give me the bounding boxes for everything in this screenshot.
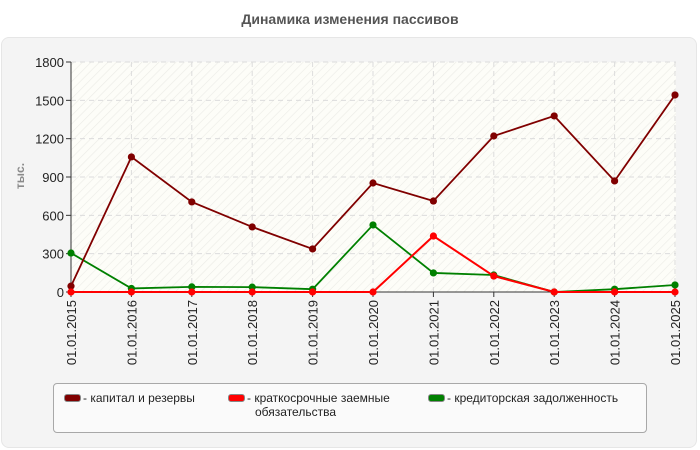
data-point[interactable] [309, 245, 317, 253]
data-point[interactable] [490, 272, 498, 280]
y-axis-label: тыс. [13, 163, 27, 189]
y-tick-label: 900 [42, 170, 64, 185]
x-tick-label: 01.01.2017 [185, 300, 200, 365]
data-point[interactable] [671, 288, 679, 296]
series-0 [67, 91, 679, 290]
data-point[interactable] [550, 288, 558, 296]
series-lines [67, 91, 679, 296]
legend-label: - капитал и резервы [83, 391, 195, 405]
x-tick-label: 01.01.2021 [426, 300, 441, 365]
data-point[interactable] [127, 153, 135, 161]
legend-swatch-icon [228, 394, 245, 402]
data-point[interactable] [67, 282, 75, 290]
data-point[interactable] [369, 288, 377, 296]
legend-swatch-icon [64, 394, 81, 402]
legend-label: - кредиторская задолженность [447, 391, 619, 405]
series-1 [67, 232, 679, 296]
x-tick-label: 01.01.2018 [245, 300, 260, 365]
x-tick-label: 01.01.2020 [366, 300, 381, 365]
x-tick-label: 01.01.2024 [608, 300, 623, 365]
data-point[interactable] [490, 132, 498, 140]
data-point[interactable] [369, 179, 377, 187]
chart-legend: - капитал и резервы - краткосрочные заем… [53, 383, 647, 433]
data-point[interactable] [611, 177, 619, 185]
data-point[interactable] [429, 232, 437, 240]
y-tick-label: 300 [42, 247, 64, 262]
data-point[interactable] [309, 288, 317, 296]
data-point[interactable] [67, 288, 75, 296]
x-tick-label: 01.01.2022 [487, 300, 502, 365]
data-point[interactable] [188, 288, 196, 296]
data-point[interactable] [429, 197, 437, 205]
legend-swatch-icon [428, 394, 445, 402]
chart-title: Динамика изменения пассивов [241, 11, 459, 27]
legend-label-line2: обязательства [255, 405, 336, 419]
legend-label: - краткосрочные заемные [247, 391, 390, 405]
x-tick-label: 01.01.2016 [124, 300, 139, 365]
y-tick-label: 1200 [35, 132, 64, 147]
data-point[interactable] [369, 221, 377, 229]
data-point[interactable] [188, 198, 196, 206]
data-point[interactable] [188, 283, 196, 291]
data-point[interactable] [550, 112, 558, 120]
y-tick-label: 0 [57, 285, 64, 300]
y-tick-label: 600 [42, 208, 64, 223]
gridlines [71, 61, 676, 292]
y-tick-label: 1500 [35, 93, 64, 108]
data-point[interactable] [67, 249, 75, 257]
x-tick-label: 01.01.2023 [547, 300, 562, 365]
x-tick-label: 01.01.2025 [668, 300, 683, 365]
data-point[interactable] [611, 288, 619, 296]
x-tick-label: 01.01.2015 [64, 300, 79, 365]
data-point[interactable] [671, 281, 679, 289]
data-point[interactable] [127, 288, 135, 296]
x-tick-label: 01.01.2019 [306, 300, 321, 365]
data-point[interactable] [248, 288, 256, 296]
data-point[interactable] [248, 223, 256, 231]
y-tick-label: 1800 [35, 55, 64, 70]
data-point[interactable] [429, 269, 437, 277]
data-point[interactable] [671, 91, 679, 99]
